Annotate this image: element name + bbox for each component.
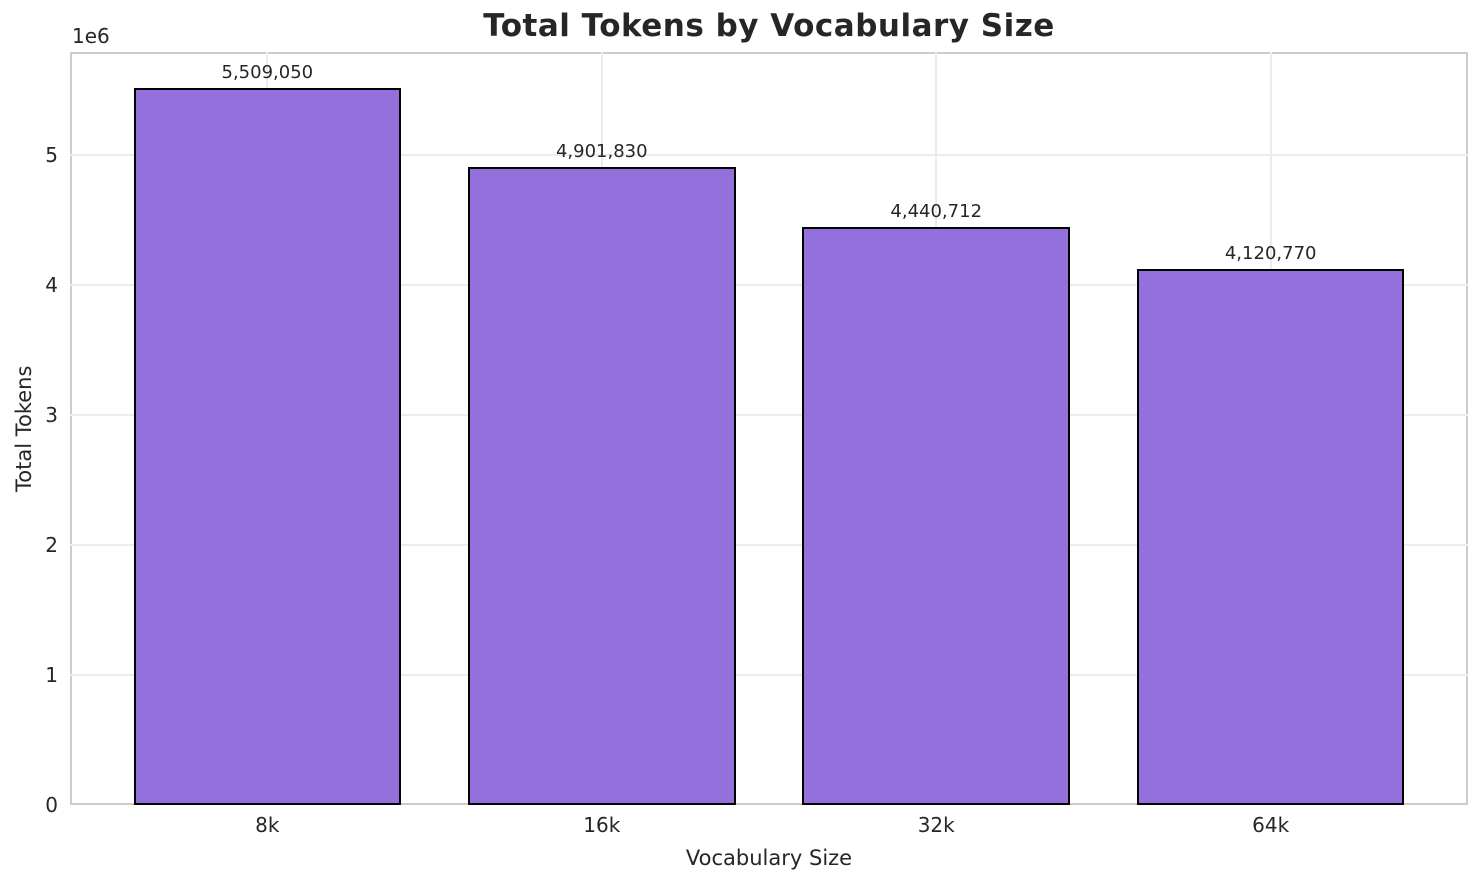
y-tick-label: 4 [45,272,58,297]
bar-value-label: 4,440,712 [890,201,983,223]
x-axis-label: Vocabulary Size [685,846,853,870]
y-tick-label: 2 [45,532,58,557]
bar-32k [802,227,1070,805]
y-tick-label: 5 [45,142,58,167]
plot-area: 5,509,050 4,901,830 4,440,712 4,120,770 [70,52,1468,805]
x-tick-label: 32k [917,813,955,837]
bar-value-label: 4,901,830 [555,141,648,163]
bar-value-label: 4,120,770 [1224,242,1317,264]
y-axis-offset-text: 1e6 [72,24,110,48]
chart-title: Total Tokens by Vocabulary Size [483,8,1055,44]
y-gridline [70,543,1468,546]
y-gridline [70,153,1468,156]
y-tick-label: 1 [45,662,58,687]
bar-value-label: 5,509,050 [221,62,314,84]
bar-64k [1136,268,1405,805]
bar-8k [133,88,402,805]
y-gridline [70,413,1468,416]
y-gridline [70,283,1468,286]
x-tick-label: 16k [583,813,621,837]
x-tick-label: 64k [1252,813,1290,837]
x-tick-label: 8k [255,813,280,837]
y-gridline [70,673,1468,676]
bar-16k [467,167,736,805]
y-tick-label: 3 [45,402,58,427]
y-tick-label: 0 [45,793,58,817]
